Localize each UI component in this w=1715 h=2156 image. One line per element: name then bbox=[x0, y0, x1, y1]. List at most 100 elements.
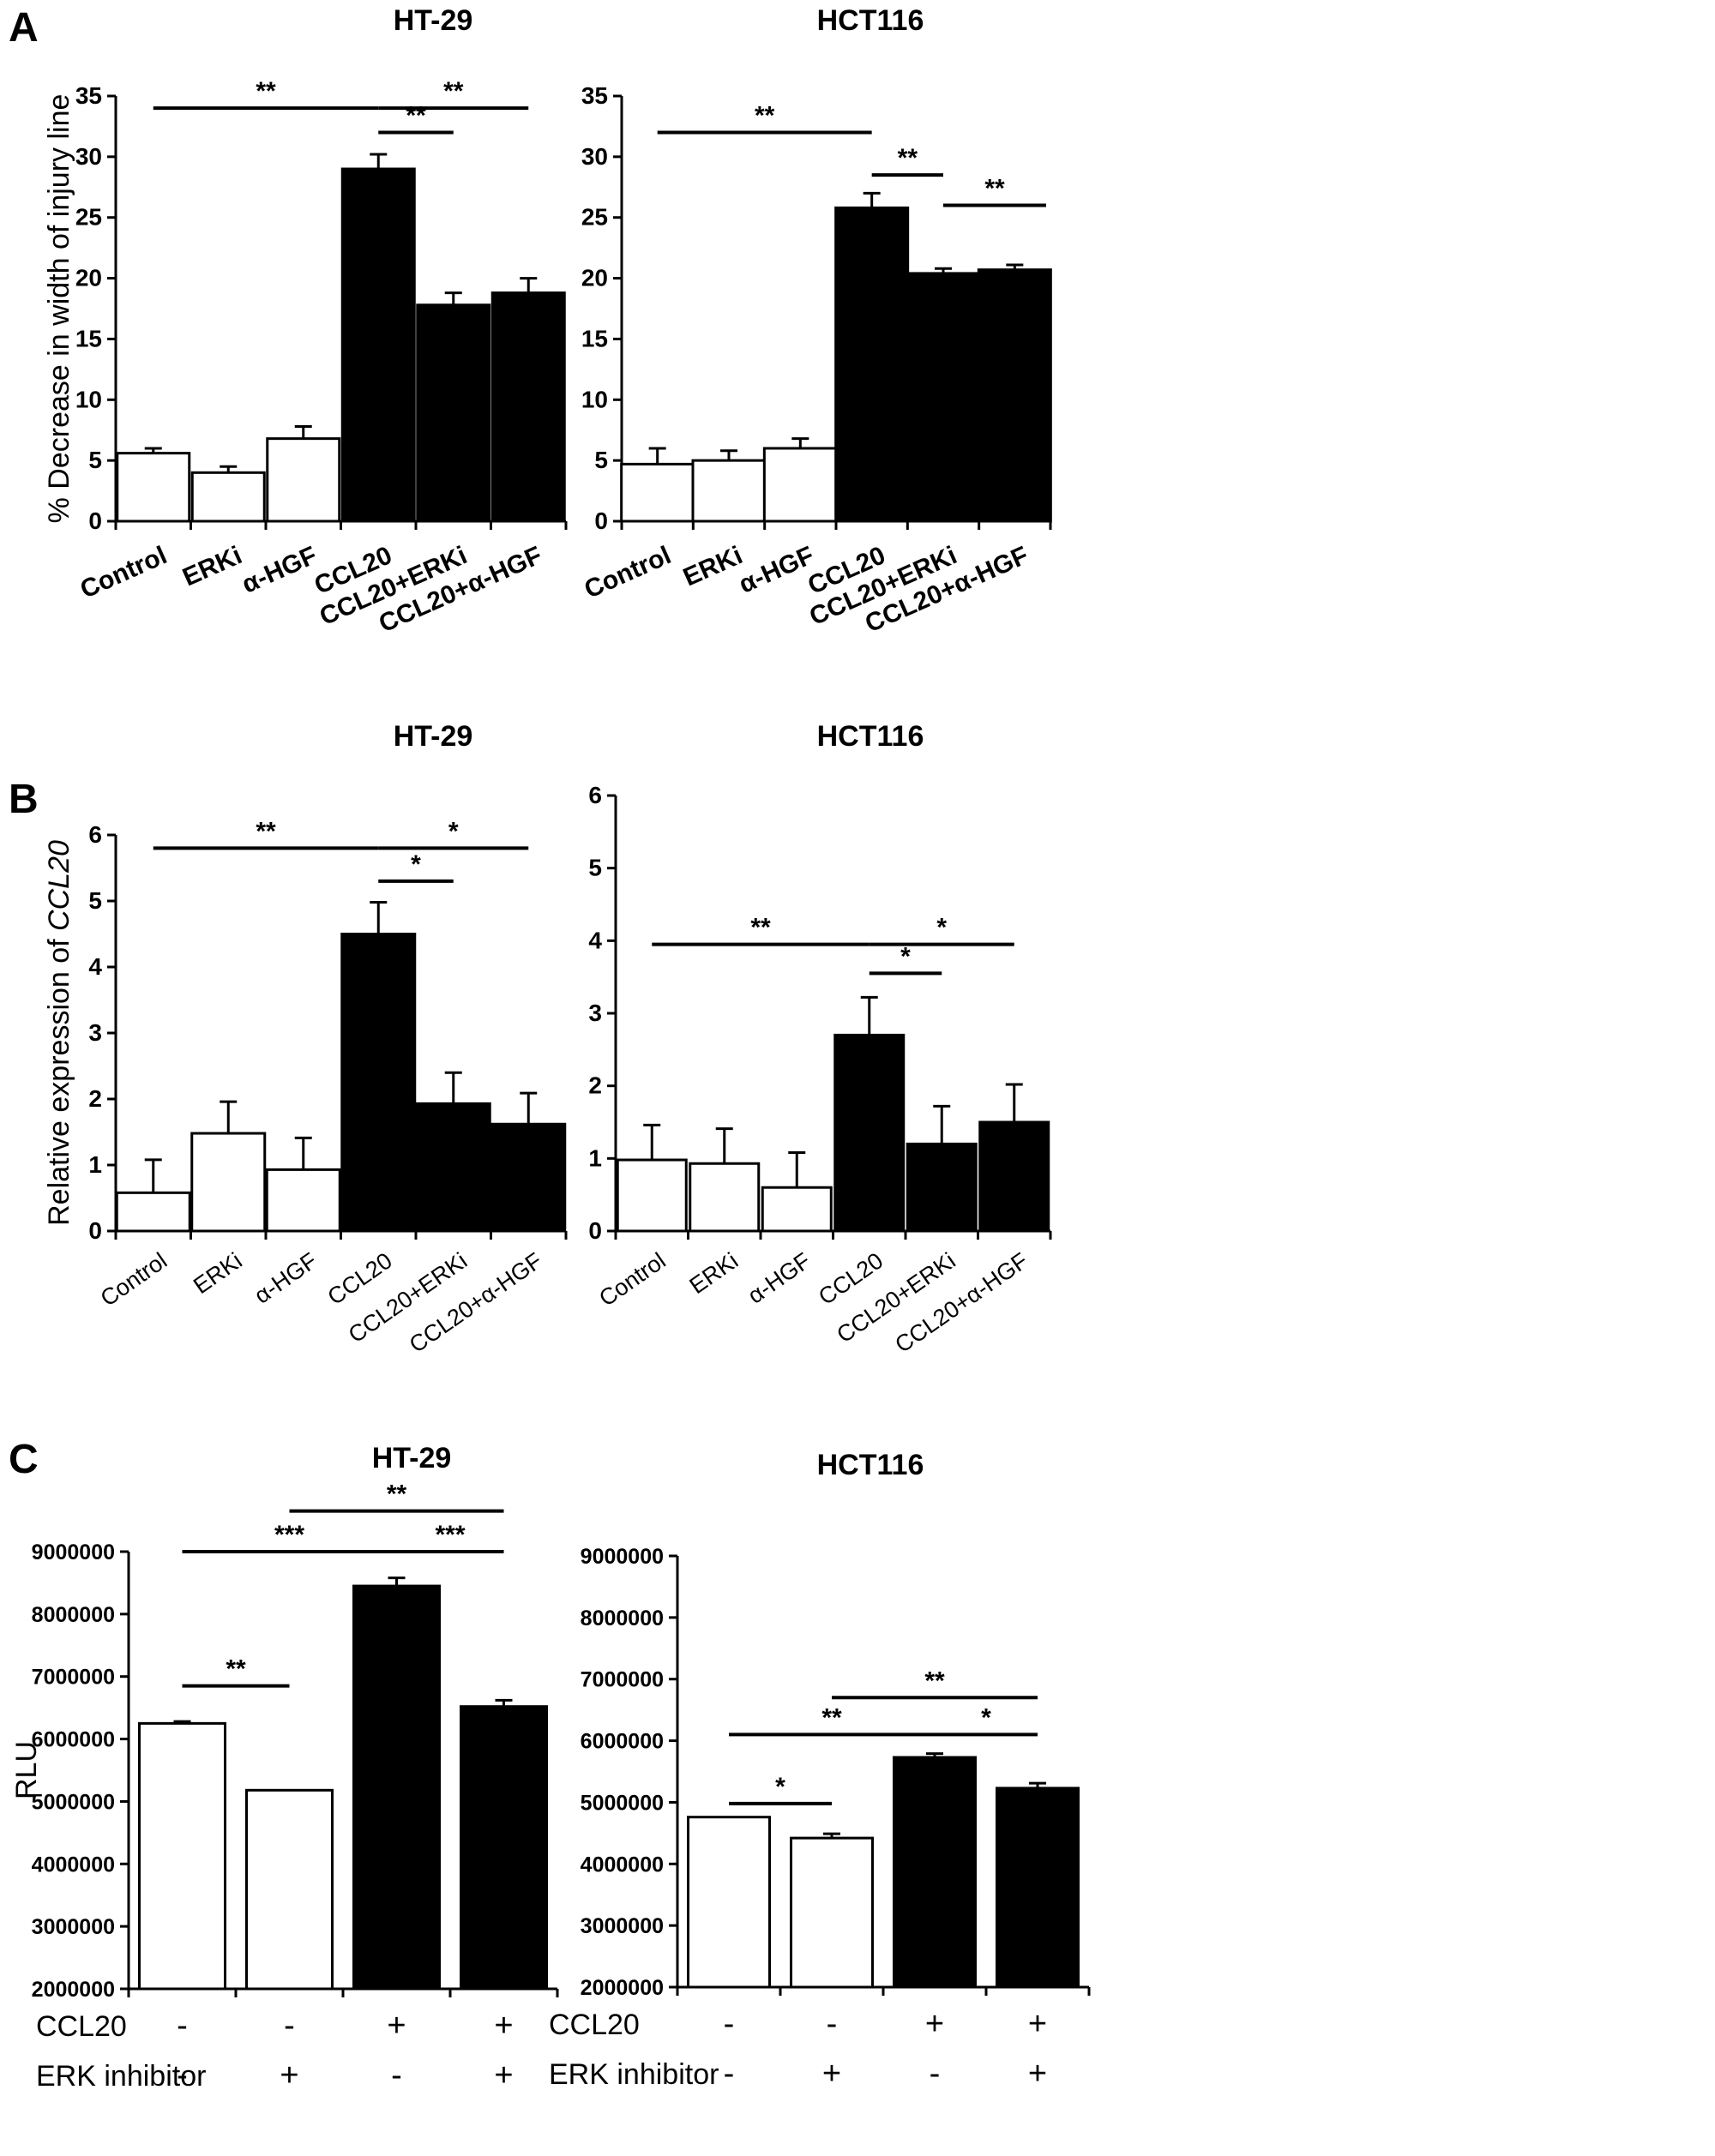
condition-sign: + bbox=[494, 2057, 513, 2093]
significance-label: *** bbox=[274, 1521, 304, 1549]
condition-sign: - bbox=[827, 2006, 838, 2042]
chart-title: HT-29 bbox=[394, 720, 473, 753]
significance-label: * bbox=[775, 1773, 785, 1801]
y-tick-label: 0 bbox=[88, 507, 102, 534]
bar bbox=[416, 303, 491, 523]
bar bbox=[762, 447, 838, 523]
y-tick-label: 10 bbox=[581, 386, 608, 412]
y-tick-label: 0 bbox=[594, 507, 608, 534]
chart-title: HT-29 bbox=[372, 1442, 452, 1474]
condition-sign: - bbox=[930, 2056, 941, 2092]
y-tick-label: 5 bbox=[88, 447, 102, 473]
significance-label: * bbox=[411, 850, 421, 879]
bar bbox=[833, 1033, 906, 1233]
bar bbox=[687, 1816, 771, 1989]
x-category-label: Control bbox=[581, 541, 676, 604]
y-tick-label: 8000000 bbox=[32, 1603, 115, 1627]
bar bbox=[138, 1721, 226, 1991]
x-category-label: ERKi bbox=[685, 1247, 743, 1299]
condition-sign: - bbox=[391, 2057, 402, 2093]
y-tick-label: 35 bbox=[581, 82, 608, 109]
bar bbox=[190, 1132, 267, 1233]
bar bbox=[190, 471, 266, 523]
y-tick-label: 15 bbox=[581, 325, 608, 351]
y-tick-label: 15 bbox=[75, 325, 102, 351]
significance-label: ** bbox=[924, 1667, 945, 1695]
significance-label: ** bbox=[750, 914, 771, 942]
y-tick-label: 10 bbox=[75, 386, 102, 412]
y-tick-label: 4000000 bbox=[581, 1853, 664, 1877]
significance-label: * bbox=[900, 942, 911, 970]
bar bbox=[415, 1102, 491, 1233]
y-tick-label: 9000000 bbox=[581, 1545, 664, 1569]
y-tick-label: 5000000 bbox=[581, 1791, 664, 1815]
x-category-label: α-HGF bbox=[743, 1247, 815, 1308]
y-tick-label: 1 bbox=[88, 1151, 102, 1178]
bar bbox=[340, 167, 416, 523]
y-tick-label: 2 bbox=[588, 1072, 602, 1099]
bar bbox=[906, 1142, 978, 1233]
significance-label: ** bbox=[984, 175, 1005, 203]
bar bbox=[761, 1186, 833, 1233]
y-tick-label: 0 bbox=[88, 1217, 102, 1244]
y-tick-label: 30 bbox=[581, 143, 608, 170]
significance-label: * bbox=[981, 1703, 991, 1732]
y-tick-label: 5 bbox=[588, 855, 602, 881]
significance-label: ** bbox=[256, 77, 276, 105]
y-tick-label: 7000000 bbox=[581, 1668, 664, 1692]
bar bbox=[689, 1162, 761, 1233]
y-tick-label: 9000000 bbox=[32, 1540, 115, 1564]
x-category-label: ERKi bbox=[178, 541, 246, 592]
panel-letter-a: A bbox=[9, 5, 39, 51]
significance-label: ** bbox=[226, 1655, 246, 1684]
y-tick-label: 30 bbox=[75, 143, 102, 170]
bar bbox=[620, 462, 695, 523]
bar bbox=[245, 1788, 334, 1991]
condition-row-label: CCL20 bbox=[549, 2009, 640, 2041]
chart-title: HCT116 bbox=[817, 4, 924, 37]
y-tick-label: 4 bbox=[88, 953, 102, 980]
x-category-label: Control bbox=[76, 541, 172, 604]
y-tick-label: 1 bbox=[588, 1144, 602, 1171]
y-tick-label: 2 bbox=[88, 1085, 102, 1112]
condition-sign: - bbox=[177, 2008, 188, 2044]
bar bbox=[352, 1584, 441, 1991]
chart-title: HCT116 bbox=[817, 720, 924, 753]
bar bbox=[115, 1191, 191, 1233]
bar bbox=[996, 1787, 1080, 1989]
y-axis-label: % Decrease in width of injury line bbox=[43, 94, 75, 524]
bar bbox=[977, 268, 1052, 523]
chart-b-ht29: HT-29 Relative expression of CCL20 0 1 2 3 4 5 6… bbox=[43, 720, 568, 1358]
x-category-label: Control bbox=[594, 1247, 671, 1312]
bar bbox=[893, 1756, 977, 1989]
condition-sign: - bbox=[177, 2057, 188, 2093]
bar bbox=[616, 1158, 688, 1233]
y-axis-label: Relative expression of CCL20 bbox=[43, 840, 75, 1226]
y-tick-label: 5000000 bbox=[32, 1790, 115, 1814]
y-tick-label: 25 bbox=[581, 204, 608, 231]
y-tick-label: 5 bbox=[594, 447, 608, 473]
y-tick-label: 6 bbox=[88, 821, 102, 848]
panel-letter-c: C bbox=[9, 1437, 39, 1482]
condition-row-label: ERK inhibitor bbox=[36, 2060, 206, 2093]
y-tick-label: 3000000 bbox=[32, 1915, 115, 1939]
y-tick-label: 3 bbox=[588, 1000, 602, 1026]
y-tick-label: 4 bbox=[588, 927, 602, 953]
bar bbox=[490, 291, 566, 523]
condition-sign: + bbox=[822, 2056, 841, 2092]
significance-label: ** bbox=[755, 102, 775, 130]
bar bbox=[790, 1836, 874, 1989]
y-tick-label: 4000000 bbox=[32, 1853, 115, 1877]
condition-sign: + bbox=[494, 2008, 513, 2044]
bar bbox=[691, 459, 767, 523]
condition-sign: - bbox=[724, 2006, 735, 2042]
chart-title: HCT116 bbox=[817, 1449, 924, 1481]
significance-label: *** bbox=[435, 1521, 465, 1549]
chart-c-hct116: HCT116 2000000 3000000 4000000 5000000 600000… bbox=[549, 1449, 1091, 2092]
bar bbox=[906, 272, 981, 523]
x-category-label: α-HGF bbox=[250, 1247, 322, 1308]
condition-sign: + bbox=[1028, 2056, 1047, 2092]
x-category-label: Control bbox=[96, 1247, 172, 1312]
